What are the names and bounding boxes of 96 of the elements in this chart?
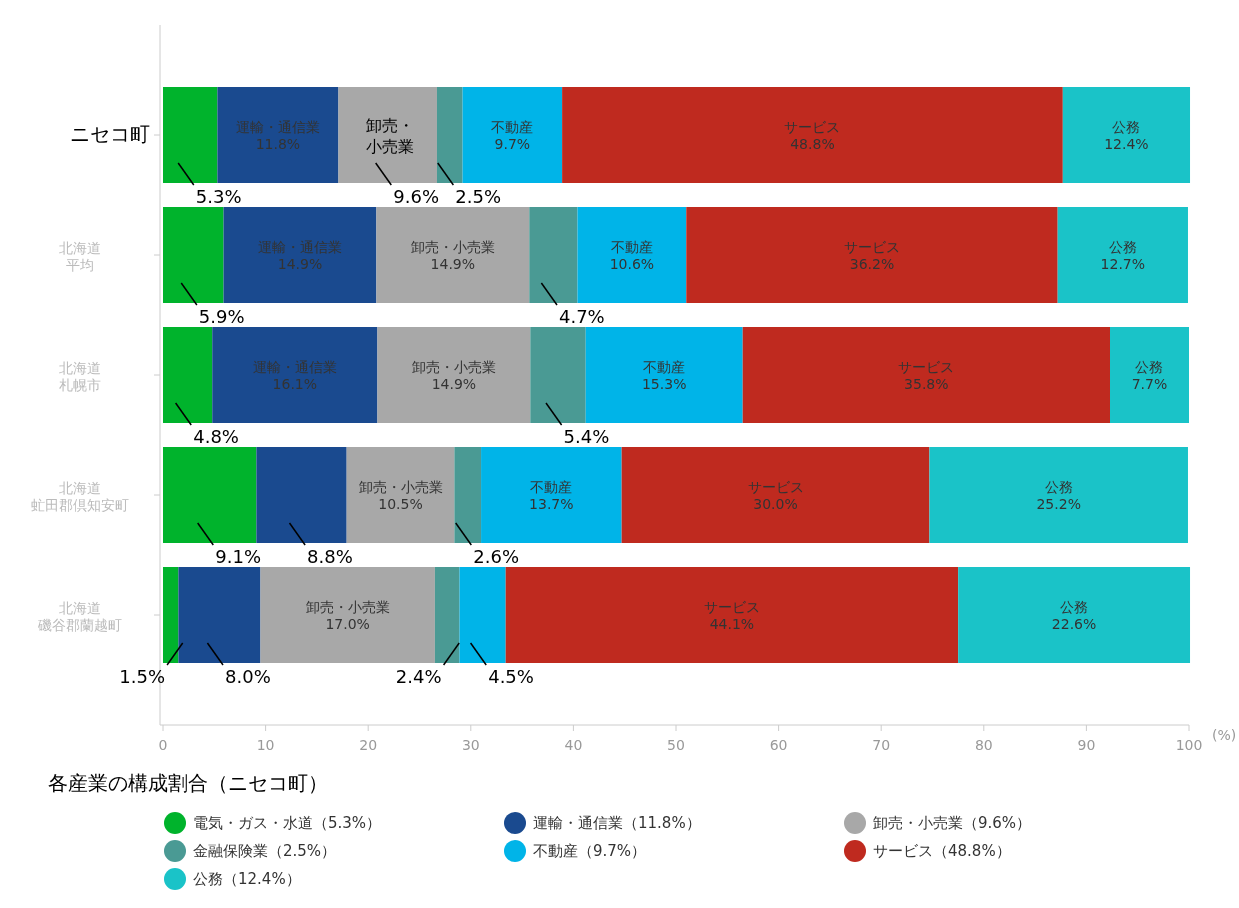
data-label: サービス35.8% [898, 358, 955, 392]
data-label: 不動産9.7% [491, 118, 534, 152]
bar [163, 447, 257, 543]
bar [562, 87, 1063, 183]
data-label: 5.4% [563, 426, 610, 447]
data-label: 公務12.4% [1104, 118, 1149, 152]
data-label: 公務22.6% [1051, 598, 1097, 632]
x-tick-label: 90 [1077, 737, 1096, 753]
x-tick-label: 40 [564, 737, 583, 753]
data-label: サービス48.8% [784, 118, 841, 152]
y-tick-label: 北海道磯谷郡蘭越町 [37, 599, 122, 633]
x-tick-label: 80 [974, 737, 993, 753]
legend-label: 電気・ガス・水道（5.3%） [193, 814, 382, 832]
bar [742, 327, 1110, 423]
legend-label: 公務（12.4%） [193, 870, 301, 888]
bar [1057, 207, 1188, 303]
y-tick-label: 北海道虻田郡倶知安町 [31, 479, 129, 513]
data-label: 5.3% [195, 186, 242, 207]
bar [376, 207, 530, 303]
bar [585, 327, 743, 423]
bar [163, 87, 218, 183]
data-label: 運輸・通信業11.8% [235, 118, 320, 152]
data-label: 8.0% [225, 666, 271, 687]
y-tick-label: 北海道平均 [59, 239, 101, 273]
bar [163, 327, 213, 423]
data-label: 2.6% [473, 546, 520, 567]
data-label: 卸売・小売業17.0% [305, 598, 390, 632]
data-label: 公務7.7% [1131, 358, 1168, 392]
data-label: 4.5% [488, 666, 534, 687]
bar [577, 207, 687, 303]
x-axis-title: (%) [1212, 727, 1237, 743]
data-label: 公務25.2% [1036, 478, 1081, 512]
legend-label: 運輸・通信業（11.8%） [533, 814, 701, 832]
data-label: 卸売・小売業14.9% [411, 358, 496, 392]
bar [178, 567, 261, 663]
data-label: 9.6% [393, 186, 440, 207]
legend-label: サービス（48.8%） [873, 842, 1011, 860]
data-label: 4.8% [193, 426, 239, 447]
data-label: 公務12.7% [1100, 238, 1146, 272]
bar [462, 87, 563, 183]
data-label: 卸売・小売業10.5% [358, 478, 443, 512]
bar [530, 327, 586, 423]
x-tick-label: 30 [461, 737, 480, 753]
data-label: 運輸・通信業16.1% [252, 358, 337, 392]
bar [346, 447, 455, 543]
bar [459, 567, 506, 663]
bar [256, 447, 347, 543]
data-label: サービス30.0% [747, 478, 804, 512]
data-label: 不動産10.6% [609, 238, 655, 272]
data-label: 運輸・通信業14.9% [257, 238, 342, 272]
data-label: サービス36.2% [843, 238, 900, 272]
data-label: 不動産13.7% [529, 478, 574, 512]
y-tick-label: ニセコ町 [70, 122, 150, 146]
bar [958, 567, 1191, 663]
annotation: 卸売・小売業 [365, 115, 414, 156]
bar [260, 567, 435, 663]
data-label: 2.4% [395, 666, 442, 687]
bar [505, 567, 959, 663]
bar [454, 447, 482, 543]
data-label: 8.8% [307, 546, 353, 567]
data-label: 4.7% [558, 306, 605, 327]
x-tick-label: 100 [1175, 737, 1203, 753]
bar [217, 87, 339, 183]
legend-label: 金融保険業（2.5%） [193, 842, 337, 860]
x-tick-label: 10 [256, 737, 275, 753]
legend-label: 卸売・小売業（9.6%） [873, 814, 1032, 832]
y-tick-label: 北海道札幌市 [59, 359, 101, 393]
bar [621, 447, 930, 543]
x-tick-label: 70 [872, 737, 891, 753]
bar [377, 327, 531, 423]
x-tick-label: 50 [667, 737, 685, 753]
data-label: 2.5% [455, 186, 502, 207]
data-label: 不動産15.3% [641, 358, 687, 392]
bar [1062, 87, 1191, 183]
bar [529, 207, 578, 303]
data-label: 5.9% [198, 306, 245, 327]
legend-label: 不動産（9.7%） [533, 842, 647, 860]
data-label: サービス44.1% [703, 598, 760, 632]
x-tick-label: 60 [769, 737, 788, 753]
data-label: 卸売・小売業14.9% [410, 238, 495, 272]
bar [338, 87, 437, 183]
x-tick-label: 20 [359, 737, 378, 753]
bar [163, 567, 179, 663]
bar [436, 87, 463, 183]
bar [481, 447, 622, 543]
bar [1110, 327, 1189, 423]
x-tick-label: 0 [158, 737, 168, 753]
bar [434, 567, 460, 663]
legend-title: 各産業の構成割合（ニセコ町） [48, 771, 328, 795]
data-label: 9.1% [215, 546, 262, 567]
bar [929, 447, 1188, 543]
data-label: 1.5% [119, 666, 166, 687]
bar [223, 207, 377, 303]
bar [212, 327, 378, 423]
bar [686, 207, 1058, 303]
bar [163, 207, 224, 303]
